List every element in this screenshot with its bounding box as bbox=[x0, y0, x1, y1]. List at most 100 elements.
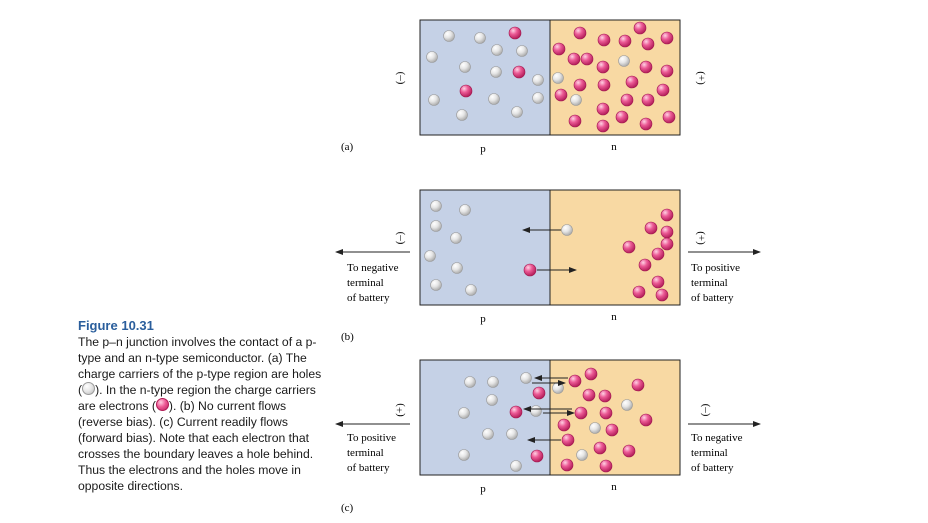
electron bbox=[597, 78, 611, 92]
caption-text-2: ). In the n-type region the charge carri… bbox=[78, 383, 316, 413]
hole bbox=[458, 449, 470, 461]
electron bbox=[633, 21, 647, 35]
panel-label: (b) bbox=[341, 331, 354, 343]
hole bbox=[520, 372, 532, 384]
electron bbox=[582, 388, 596, 402]
caption-text-3: ). (b) No current flows (reverse bias). … bbox=[78, 399, 314, 493]
panel-label: (a) bbox=[341, 141, 354, 153]
n-region bbox=[549, 359, 681, 476]
hole bbox=[491, 44, 503, 56]
hole bbox=[459, 204, 471, 216]
p-label: p bbox=[480, 483, 486, 495]
hole bbox=[482, 428, 494, 440]
electron bbox=[639, 60, 653, 74]
hole bbox=[451, 262, 463, 274]
electron bbox=[552, 42, 566, 56]
hole bbox=[532, 92, 544, 104]
electron bbox=[632, 285, 646, 299]
electron bbox=[554, 88, 568, 102]
electron bbox=[651, 275, 665, 289]
electron bbox=[584, 367, 598, 381]
electron bbox=[605, 423, 619, 437]
hole bbox=[511, 106, 523, 118]
electron bbox=[599, 459, 613, 473]
hole bbox=[464, 376, 476, 388]
n-label: n bbox=[611, 481, 617, 493]
electron bbox=[598, 389, 612, 403]
electron bbox=[567, 52, 581, 66]
electron bbox=[651, 247, 665, 261]
hole bbox=[430, 220, 442, 232]
electron bbox=[560, 458, 574, 472]
hole bbox=[458, 407, 470, 419]
electron bbox=[573, 78, 587, 92]
electron bbox=[561, 433, 575, 447]
hole bbox=[488, 93, 500, 105]
hole bbox=[552, 72, 564, 84]
n-label: n bbox=[611, 141, 617, 153]
hole bbox=[561, 224, 573, 236]
electron bbox=[599, 406, 613, 420]
electron bbox=[597, 33, 611, 47]
electron bbox=[620, 93, 634, 107]
electron bbox=[459, 84, 473, 98]
electron bbox=[574, 406, 588, 420]
hole bbox=[530, 405, 542, 417]
electron bbox=[656, 83, 670, 97]
hole bbox=[570, 94, 582, 106]
hole bbox=[443, 30, 455, 42]
left-battery-label: To positive terminal of battery bbox=[347, 432, 399, 474]
electron bbox=[641, 37, 655, 51]
hole bbox=[428, 94, 440, 106]
electron bbox=[660, 237, 674, 251]
hole bbox=[424, 250, 436, 262]
electron bbox=[532, 386, 546, 400]
hole bbox=[430, 200, 442, 212]
electron bbox=[660, 64, 674, 78]
right-battery-label: To positive terminal of battery bbox=[691, 262, 743, 304]
electron bbox=[568, 114, 582, 128]
hole bbox=[486, 394, 498, 406]
electron bbox=[639, 117, 653, 131]
electron bbox=[596, 60, 610, 74]
right-battery-label: To negative terminal of battery bbox=[691, 432, 745, 474]
figure-caption: Figure 10.31 The p–n junction involves t… bbox=[78, 318, 324, 494]
panel-b: (–) (+) To negative terminal of battery … bbox=[335, 189, 761, 343]
hole bbox=[456, 109, 468, 121]
hole bbox=[618, 55, 630, 67]
left-sign: (–) bbox=[394, 71, 406, 84]
left-battery-label: To negative terminal of battery bbox=[347, 262, 401, 304]
carriers bbox=[426, 21, 676, 133]
hole bbox=[506, 428, 518, 440]
electron bbox=[625, 75, 639, 89]
n-region bbox=[549, 19, 681, 136]
hole bbox=[465, 284, 477, 296]
electron bbox=[596, 119, 610, 133]
carriers bbox=[424, 200, 674, 302]
electron bbox=[615, 110, 629, 124]
electron bbox=[596, 102, 610, 116]
hole bbox=[589, 422, 601, 434]
electron bbox=[580, 52, 594, 66]
hole bbox=[552, 382, 564, 394]
hole bbox=[576, 449, 588, 461]
panel-a: (–) (+) (a) p n bbox=[341, 19, 707, 155]
panel-c: (+) (–) To positive terminal of battery … bbox=[335, 359, 761, 514]
hole bbox=[474, 32, 486, 44]
electron bbox=[639, 413, 653, 427]
hole bbox=[510, 460, 522, 472]
right-sign: (+) bbox=[695, 231, 707, 245]
hole bbox=[450, 232, 462, 244]
electron bbox=[622, 444, 636, 458]
hole bbox=[487, 376, 499, 388]
electron bbox=[573, 26, 587, 40]
electron bbox=[660, 225, 674, 239]
panel-label: (c) bbox=[341, 502, 354, 514]
electron bbox=[509, 405, 523, 419]
hole bbox=[459, 61, 471, 73]
p-label: p bbox=[480, 313, 486, 325]
electron bbox=[622, 240, 636, 254]
electron bbox=[568, 374, 582, 388]
p-label: p bbox=[480, 143, 486, 155]
